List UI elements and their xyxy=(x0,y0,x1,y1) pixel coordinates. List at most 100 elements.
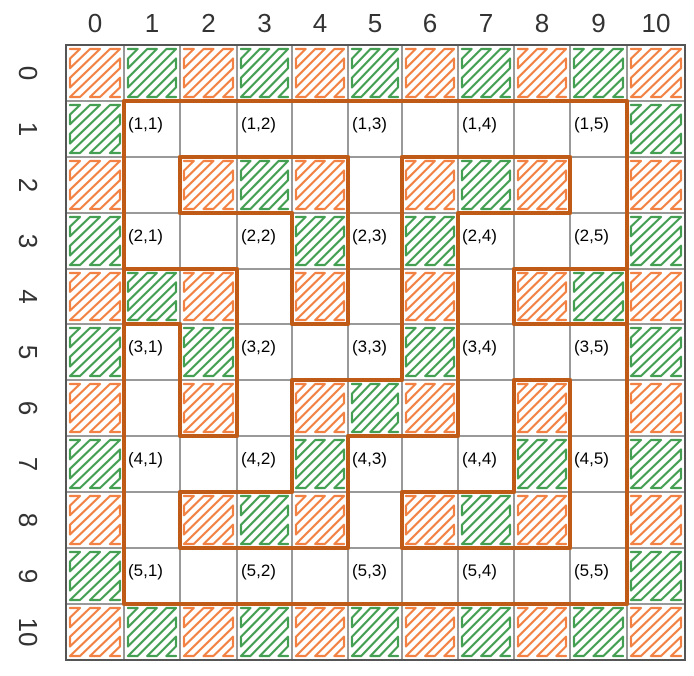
orange-hatched-cell xyxy=(404,606,456,658)
orange-hatched-cell xyxy=(182,382,235,434)
green-hatched-cell xyxy=(572,47,625,99)
column-label: 6 xyxy=(423,8,437,38)
green-hatched-cell xyxy=(294,438,346,490)
green-hatched-cell xyxy=(629,550,683,602)
orange-hatched-cell xyxy=(404,47,456,99)
green-hatched-cell xyxy=(629,215,683,267)
cell-coordinate-label: (5,1) xyxy=(128,561,163,580)
orange-hatched-cell xyxy=(294,382,346,434)
green-hatched-cell xyxy=(239,494,290,546)
cell-coordinate-label: (1,5) xyxy=(574,114,609,133)
green-hatched-cell xyxy=(68,326,122,378)
green-hatched-cell xyxy=(629,103,683,155)
cell-coordinate-label: (2,3) xyxy=(352,226,387,245)
orange-hatched-cell xyxy=(404,159,456,211)
orange-hatched-cell xyxy=(182,271,235,322)
green-hatched-cell xyxy=(350,382,400,434)
green-hatched-cell xyxy=(350,606,400,658)
green-hatched-cell xyxy=(460,494,512,546)
orange-hatched-cell xyxy=(182,159,235,211)
row-label: 7 xyxy=(13,457,43,471)
green-hatched-cell xyxy=(404,215,456,267)
row-label: 6 xyxy=(13,401,43,415)
row-label: 5 xyxy=(13,345,43,359)
cell-coordinate-label: (5,2) xyxy=(241,561,276,580)
orange-hatched-cell xyxy=(404,494,456,546)
column-label: 8 xyxy=(535,8,549,38)
green-hatched-cell xyxy=(68,550,122,602)
orange-hatched-cell xyxy=(294,47,346,99)
orange-hatched-cell xyxy=(404,271,456,322)
hatch-layer xyxy=(68,47,683,658)
maze-wall xyxy=(178,155,572,550)
column-label: 0 xyxy=(88,8,102,38)
orange-hatched-cell xyxy=(68,606,122,658)
green-hatched-cell xyxy=(126,606,178,658)
row-axis-labels: 0 1 2 3 4 5 6 7 8 9 10 xyxy=(13,66,43,647)
cell-coordinate-label: (3,1) xyxy=(128,337,163,356)
orange-hatched-cell xyxy=(629,271,683,322)
row-label: 8 xyxy=(13,513,43,527)
column-label: 4 xyxy=(313,8,327,38)
orange-hatched-cell xyxy=(629,159,683,211)
orange-hatched-cell xyxy=(68,271,122,322)
green-hatched-cell xyxy=(126,271,178,322)
column-label: 2 xyxy=(201,8,215,38)
orange-hatched-cell xyxy=(182,494,235,546)
cell-coordinate-label: (3,4) xyxy=(462,337,497,356)
green-hatched-cell xyxy=(239,47,290,99)
cell-coordinate-label: (2,2) xyxy=(241,226,276,245)
green-hatched-cell xyxy=(460,47,512,99)
row-label: 1 xyxy=(13,122,43,136)
green-hatched-cell xyxy=(516,438,568,490)
cell-coordinate-label: (1,3) xyxy=(352,114,387,133)
orange-hatched-cell xyxy=(294,494,346,546)
cell-coordinate-label: (3,2) xyxy=(241,337,276,356)
green-hatched-cell xyxy=(460,606,512,658)
cell-coordinate-label: (3,5) xyxy=(574,337,609,356)
board-background xyxy=(66,45,685,660)
maze-wall xyxy=(122,99,629,606)
row-label: 2 xyxy=(13,178,43,192)
cell-coordinate-label: (1,4) xyxy=(462,114,497,133)
maze-walls xyxy=(122,99,629,606)
orange-hatched-cell xyxy=(294,159,346,211)
cell-coordinate-label: (1,1) xyxy=(128,114,163,133)
green-hatched-cell xyxy=(294,215,346,267)
orange-hatched-cell xyxy=(516,494,568,546)
cell-coordinate-label: (4,2) xyxy=(241,449,276,468)
orange-hatched-cell xyxy=(182,606,235,658)
cell-coordinate-label: (5,5) xyxy=(574,561,609,580)
board-frame xyxy=(65,44,686,661)
row-label: 3 xyxy=(13,234,43,248)
column-label: 5 xyxy=(368,8,382,38)
orange-hatched-cell xyxy=(404,382,456,434)
maze-wall xyxy=(178,155,350,326)
cell-coordinate-label: (2,4) xyxy=(462,226,497,245)
orange-hatched-cell xyxy=(68,47,122,99)
column-label: 9 xyxy=(591,8,605,38)
green-hatched-cell xyxy=(350,47,400,99)
green-hatched-cell xyxy=(68,103,122,155)
green-hatched-cell xyxy=(239,159,290,211)
orange-hatched-cell xyxy=(516,47,568,99)
orange-hatched-cell xyxy=(294,606,346,658)
green-hatched-cell xyxy=(460,159,512,211)
green-hatched-cell xyxy=(572,271,625,322)
orange-hatched-cell xyxy=(516,382,568,434)
green-hatched-cell xyxy=(572,606,625,658)
green-hatched-cell xyxy=(182,326,235,378)
orange-hatched-cell xyxy=(516,606,568,658)
orange-hatched-cell xyxy=(516,271,568,322)
cell-coordinate-label: (2,5) xyxy=(574,226,609,245)
orange-hatched-cell xyxy=(294,271,346,322)
cell-coordinate-label: (2,1) xyxy=(128,226,163,245)
cell-coordinate-label: (4,1) xyxy=(128,449,163,468)
green-hatched-cell xyxy=(126,47,178,99)
orange-hatched-cell xyxy=(68,494,122,546)
cell-coordinate-label: (4,5) xyxy=(574,449,609,468)
cell-coordinate-label: (4,3) xyxy=(352,449,387,468)
green-hatched-cell xyxy=(68,215,122,267)
orange-hatched-cell xyxy=(629,382,683,434)
